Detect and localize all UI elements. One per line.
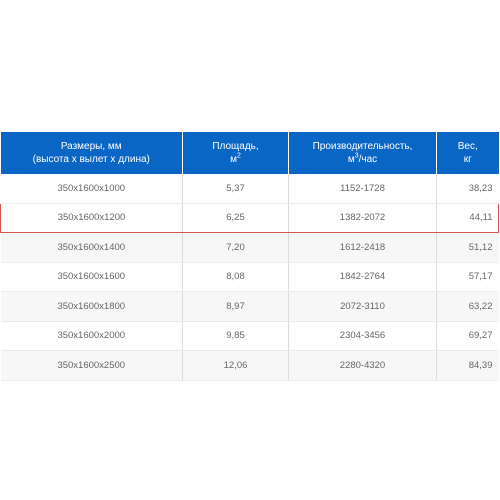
header-performance: Производительность, м3/час xyxy=(288,132,437,174)
header-weight: Вес, кг xyxy=(436,132,500,174)
cell-size: 350х1600х1800 xyxy=(0,291,183,322)
cell-weight: 51,12 xyxy=(436,232,500,263)
cell-weight: 57,17 xyxy=(436,262,500,292)
cell-performance: 1152-1728 xyxy=(288,174,437,204)
cell-area: 6,25 xyxy=(182,202,289,233)
header-performance-unit-suffix: /час xyxy=(358,154,378,165)
specifications-table: Размеры, мм (высота х вылет х длина) Пло… xyxy=(0,132,500,381)
table-row: 350х1600х2000 9,85 2304-3456 69,27 xyxy=(0,321,500,351)
cell-weight: 84,39 xyxy=(436,350,500,381)
cell-performance: 1382-2072 xyxy=(288,202,437,233)
cell-weight: 38,23 xyxy=(436,174,500,204)
cell-performance: 1842-2764 xyxy=(288,262,437,292)
cell-size: 350х1600х1000 xyxy=(0,174,183,204)
cell-weight: 69,27 xyxy=(436,321,500,351)
cell-area: 5,37 xyxy=(182,174,289,204)
table-row: 350х1600х1000 5,37 1152-1728 38,23 xyxy=(0,174,500,204)
cell-performance: 2072-3110 xyxy=(288,291,437,322)
header-area-unit: м2 xyxy=(187,153,284,166)
header-size-subtitle: (высота х вылет х длина) xyxy=(32,154,150,165)
cell-performance: 2280-4320 xyxy=(288,350,437,381)
header-size-title: Размеры, мм xyxy=(60,141,122,152)
cell-size: 350х1600х2500 xyxy=(0,350,183,381)
table-row: 350х1600х2500 12,06 2280-4320 84,39 xyxy=(0,350,500,381)
header-area-unit-base: м xyxy=(230,154,237,165)
cell-size: 350х1600х2000 xyxy=(0,321,183,351)
cell-area: 12,06 xyxy=(182,350,289,381)
cell-weight: 44,11 xyxy=(436,202,500,233)
cell-area: 8,97 xyxy=(182,291,289,322)
table-row-highlighted: 350х1600х1200 6,25 1382-2072 44,11 xyxy=(0,202,500,233)
table-header-row: Размеры, мм (высота х вылет х длина) Пло… xyxy=(0,132,500,174)
cell-area: 7,20 xyxy=(182,232,289,263)
cell-performance: 2304-3456 xyxy=(288,321,437,351)
cell-weight: 63,22 xyxy=(436,291,500,322)
cell-size: 350х1600х1600 xyxy=(0,262,183,292)
cell-size: 350х1600х1200 xyxy=(0,202,183,233)
header-area-unit-sup: 2 xyxy=(236,152,241,160)
cell-size: 350х1600х1400 xyxy=(0,232,183,263)
header-performance-title: Производительность, xyxy=(312,141,413,152)
cell-area: 9,85 xyxy=(182,321,289,351)
header-performance-unit-base: м xyxy=(347,154,355,165)
header-area-title: Площадь, xyxy=(212,141,259,152)
cell-performance: 1612-2418 xyxy=(288,232,437,263)
header-performance-unit: м3/час xyxy=(293,153,432,166)
header-performance-unit-sup: 3 xyxy=(354,152,359,160)
header-area: Площадь, м2 xyxy=(182,132,289,174)
header-weight-unit: кг xyxy=(463,154,472,165)
cell-area: 8,08 xyxy=(182,262,289,292)
header-size: Размеры, мм (высота х вылет х длина) xyxy=(0,132,183,174)
table-row: 350х1600х1600 8,08 1842-2764 57,17 xyxy=(0,262,500,292)
table-row: 350х1600х1400 7,20 1612-2418 51,12 xyxy=(0,232,500,263)
table-row: 350х1600х1800 8,97 2072-3110 63,22 xyxy=(0,291,500,322)
header-weight-title: Вес, xyxy=(457,141,478,152)
